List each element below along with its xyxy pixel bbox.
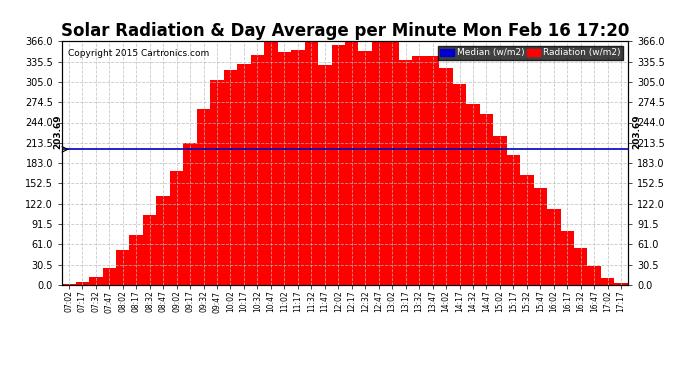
Bar — [116, 251, 130, 285]
Bar — [89, 277, 103, 285]
Bar — [224, 70, 237, 285]
Bar — [76, 282, 89, 285]
Bar — [318, 64, 331, 285]
Bar — [291, 50, 304, 285]
Bar — [372, 41, 386, 285]
Text: 203.69: 203.69 — [632, 115, 641, 149]
Bar — [547, 209, 560, 285]
Bar — [237, 64, 250, 285]
Bar — [386, 41, 399, 285]
Bar — [62, 284, 76, 285]
Title: Solar Radiation & Day Average per Minute Mon Feb 16 17:20: Solar Radiation & Day Average per Minute… — [61, 22, 629, 40]
Bar — [157, 196, 170, 285]
Bar — [466, 104, 480, 285]
Bar — [304, 42, 318, 285]
Bar — [143, 215, 157, 285]
Bar — [614, 283, 628, 285]
Bar — [210, 80, 224, 285]
Bar — [506, 155, 520, 285]
Text: Copyright 2015 Cartronics.com: Copyright 2015 Cartronics.com — [68, 49, 209, 58]
Bar — [331, 45, 345, 285]
Bar — [601, 278, 614, 285]
Bar — [493, 136, 506, 285]
Bar — [587, 266, 601, 285]
Bar — [345, 41, 359, 285]
Legend: Median (w/m2), Radiation (w/m2): Median (w/m2), Radiation (w/m2) — [437, 46, 623, 60]
Bar — [184, 144, 197, 285]
Bar — [574, 248, 587, 285]
Bar — [520, 174, 533, 285]
Bar — [426, 56, 440, 285]
Bar — [130, 235, 143, 285]
Text: 203.69: 203.69 — [53, 115, 62, 149]
Bar — [413, 56, 426, 285]
Bar — [533, 188, 547, 285]
Bar — [453, 84, 466, 285]
Bar — [359, 51, 372, 285]
Bar — [250, 55, 264, 285]
Bar — [440, 68, 453, 285]
Bar — [480, 114, 493, 285]
Bar — [264, 41, 277, 285]
Bar — [197, 110, 210, 285]
Bar — [277, 52, 291, 285]
Bar — [103, 268, 116, 285]
Bar — [170, 171, 184, 285]
Bar — [399, 60, 413, 285]
Bar — [560, 231, 574, 285]
